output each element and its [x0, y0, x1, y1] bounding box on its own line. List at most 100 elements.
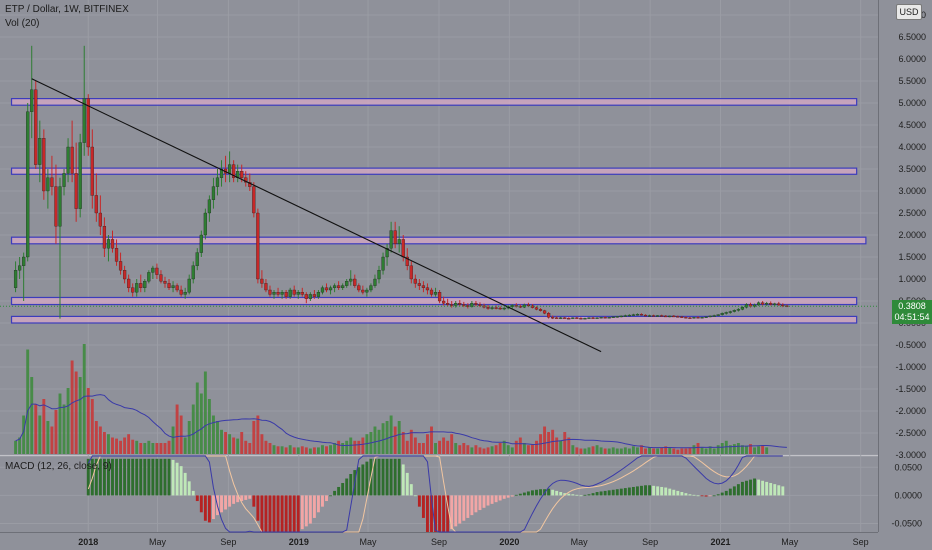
- volume-bar: [264, 440, 268, 454]
- candle-body: [191, 265, 195, 280]
- candle-body: [615, 316, 619, 318]
- macd-histogram-bar: [389, 458, 393, 496]
- volume-bar: [345, 440, 349, 454]
- macd-histogram-bar: [732, 486, 736, 496]
- volume-bar: [393, 426, 397, 454]
- macd-histogram-bar: [611, 489, 615, 496]
- candle-body: [542, 310, 547, 314]
- candle-body: [619, 315, 623, 318]
- macd-line: [87, 455, 783, 533]
- macd-histogram-bar: [430, 495, 433, 532]
- macd-histogram-bar: [684, 493, 688, 496]
- candle-body: [405, 256, 409, 266]
- candle-body: [373, 278, 377, 286]
- macd-histogram-bar: [175, 462, 179, 496]
- volume-bar: [236, 438, 240, 454]
- macd-histogram-bar: [656, 486, 660, 496]
- candle-body: [486, 307, 490, 309]
- volume-bar: [139, 443, 143, 454]
- volume-bar: [54, 410, 58, 454]
- candle-body: [337, 285, 341, 288]
- volume-bar: [389, 415, 393, 454]
- candle-body: [328, 287, 333, 291]
- candle-body: [357, 285, 361, 291]
- candle-body: [199, 234, 203, 253]
- volume-bar: [167, 440, 171, 454]
- candle-body: [490, 307, 494, 309]
- macd-histogram-bar: [98, 458, 102, 496]
- macd-histogram-bar: [333, 490, 337, 496]
- volume-bar: [232, 437, 236, 454]
- y-tick-label-2-5000: 2.5000: [898, 208, 926, 218]
- macd-histogram-bar: [446, 495, 450, 532]
- volume-bar: [627, 448, 631, 454]
- macd-histogram-bar: [708, 495, 712, 497]
- currency-badge[interactable]: USD: [896, 4, 922, 20]
- macd-histogram-bar: [720, 492, 724, 496]
- macd-histogram-bar: [583, 494, 587, 496]
- macd-histogram-bar: [712, 495, 716, 497]
- volume-bar: [316, 447, 320, 454]
- volume-bar: [704, 448, 708, 454]
- macd-histogram-bar: [474, 495, 478, 513]
- volume-bar: [680, 448, 684, 454]
- volume-bar: [603, 448, 607, 454]
- macd-histogram-bar: [652, 485, 656, 496]
- candle-body: [466, 305, 470, 307]
- macd-histogram-bar: [502, 495, 506, 499]
- candle-body: [664, 315, 668, 318]
- candle-body: [607, 317, 611, 319]
- candle-body: [777, 303, 781, 306]
- macd-histogram-bar: [644, 485, 647, 496]
- volume-bar: [187, 421, 191, 454]
- volume-bar: [147, 440, 151, 454]
- x-tick-label-2019: 2019: [289, 537, 309, 547]
- candle-body: [595, 317, 599, 319]
- candle-body: [98, 212, 102, 227]
- macd-histogram-bar: [736, 484, 740, 496]
- volume-bar: [587, 447, 591, 454]
- volume-bar: [692, 445, 696, 454]
- volume-bar: [216, 421, 219, 454]
- volume-bar: [220, 429, 223, 454]
- volume-bar: [526, 445, 530, 454]
- macd-histogram-bar: [300, 495, 304, 530]
- macd-histogram-bar: [595, 492, 599, 496]
- macd-histogram-bar: [450, 495, 454, 530]
- candle-body: [58, 186, 62, 227]
- macd-histogram-bar: [724, 490, 728, 496]
- candle-body: [54, 186, 58, 227]
- volume-bar: [684, 448, 688, 454]
- macd-histogram-bar: [199, 495, 203, 513]
- macd-histogram-bar: [393, 458, 397, 496]
- last-price-tag: 0.3808 04:51:54: [892, 300, 932, 324]
- y-tick-label-0-5000: -0.5000: [895, 340, 926, 350]
- volume-bar: [357, 440, 361, 454]
- macd-histogram-bar: [526, 491, 530, 496]
- volume-bar: [183, 437, 187, 454]
- y-tick-label-3-5000: 3.5000: [898, 164, 926, 174]
- candle-body: [571, 317, 575, 319]
- candle-body: [332, 285, 337, 288]
- macd-histogram-bar: [183, 472, 187, 496]
- macd-histogram-bar: [228, 495, 232, 507]
- macd-histogram-bar: [151, 458, 155, 496]
- bar-countdown: 04:51:54: [894, 312, 930, 322]
- candle-body: [82, 98, 86, 143]
- candle-body: [462, 304, 466, 306]
- candle-body: [324, 287, 329, 291]
- volume-bar: [426, 434, 429, 454]
- macd-histogram-bar: [224, 495, 228, 510]
- macd-histogram-bar: [518, 493, 522, 496]
- candle-body: [599, 317, 603, 319]
- y-tick-label-2-5000: -2.5000: [895, 428, 926, 438]
- volume-bar: [312, 447, 316, 454]
- volume-bar: [14, 440, 18, 454]
- macd-histogram-bar: [660, 486, 664, 496]
- volume-bar: [611, 447, 615, 454]
- candle-body: [530, 305, 535, 308]
- volume-bar: [155, 443, 159, 454]
- volume-bar: [70, 360, 74, 454]
- candle-body: [773, 303, 777, 305]
